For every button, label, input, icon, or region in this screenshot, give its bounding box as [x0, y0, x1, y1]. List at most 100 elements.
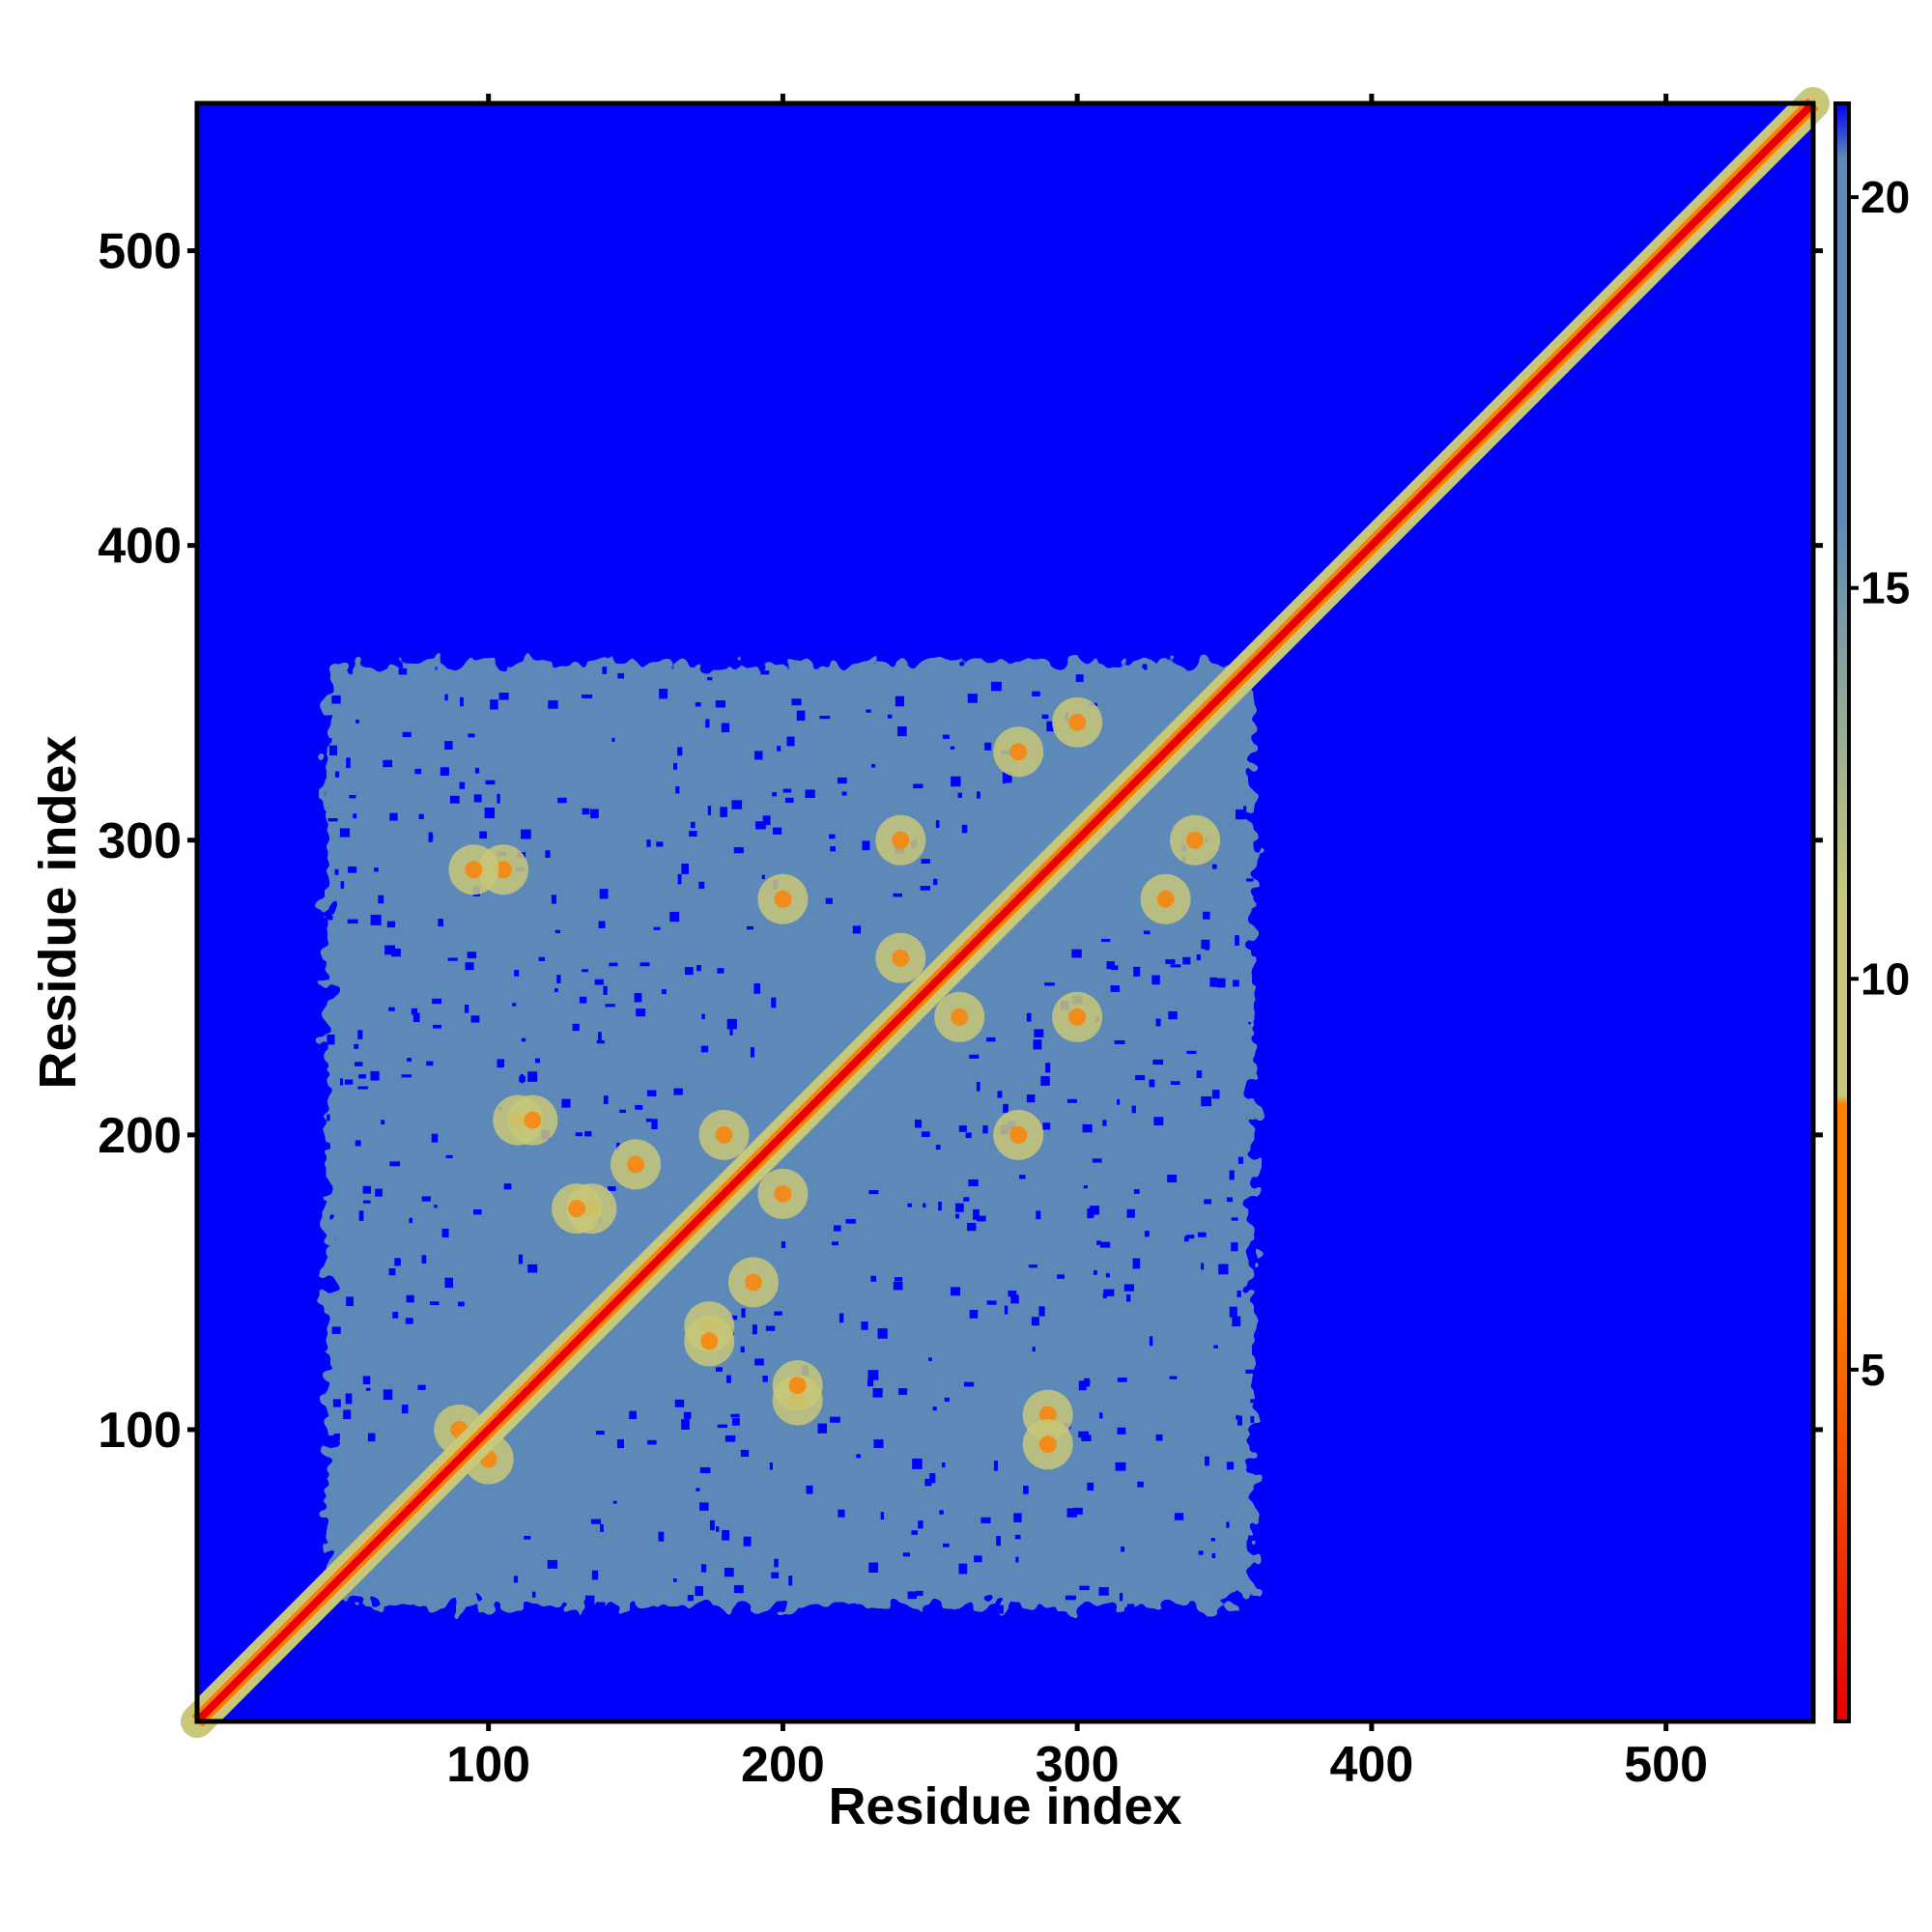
domain-gap [677, 747, 683, 756]
domain-gap [1036, 1210, 1041, 1220]
domain-gap [441, 1228, 449, 1237]
domain-gap [707, 676, 713, 681]
domain-gap [961, 824, 968, 834]
contact-core [1068, 1008, 1087, 1026]
domain-gap [1226, 1462, 1235, 1470]
domain-gap [409, 1217, 413, 1224]
domain-gap [514, 970, 520, 977]
domain-gap [753, 982, 761, 994]
domain-gap [440, 767, 449, 776]
domain-gap [1155, 1018, 1161, 1027]
domain-gap [1133, 1189, 1140, 1194]
domain-gap [444, 1277, 454, 1289]
domain-gap [963, 1197, 970, 1202]
y-axis-title: Residue index [29, 735, 87, 1089]
domain-gap [1204, 1199, 1212, 1205]
domain-gap [942, 734, 950, 739]
domain-gap [1098, 1586, 1109, 1596]
domain-gap [470, 1015, 480, 1023]
domain-gap [344, 1079, 354, 1085]
domain-gap [958, 1563, 968, 1575]
domain-gap [327, 818, 338, 822]
domain-gap [347, 919, 358, 924]
contact-core [700, 1332, 719, 1350]
domain-gap [355, 1140, 361, 1147]
domain-gap [950, 1287, 961, 1296]
domain-gap [354, 1043, 359, 1049]
domain-gap [1151, 975, 1160, 985]
domain-gap [1032, 691, 1040, 696]
contact-core [524, 1111, 542, 1129]
domain-gap [590, 809, 599, 819]
domain-gap [355, 1062, 363, 1066]
domain-gap [774, 1558, 779, 1568]
domain-gap [1167, 1175, 1178, 1183]
domain-gap [473, 1208, 482, 1215]
domain-gap [733, 847, 744, 854]
domain-gap [907, 1203, 913, 1208]
plot-frame [194, 100, 1816, 1724]
domain-gap [677, 873, 682, 885]
domain-gap [850, 1603, 857, 1614]
domain-gap [611, 737, 615, 742]
domain-gap [646, 1090, 657, 1096]
domain-gap [1117, 1098, 1121, 1105]
domain-gap [353, 813, 357, 819]
domain-gap [1121, 1546, 1125, 1552]
domain-gap [894, 1277, 903, 1282]
domain-gap [730, 1413, 740, 1418]
domain-gap [912, 1458, 923, 1469]
domain-gap [935, 1144, 941, 1151]
domain-gap [805, 789, 815, 798]
colorbar-tick-label: 15 [1861, 563, 1910, 613]
domain-gap [913, 783, 923, 789]
domain-gap [1041, 714, 1049, 720]
domain-gap [1248, 1535, 1255, 1542]
domain-gap [1004, 1305, 1009, 1315]
domain-gap [717, 1424, 727, 1429]
domain-gap [687, 1595, 694, 1602]
domain-gap [512, 1003, 517, 1007]
domain-gap [806, 1485, 813, 1494]
domain-gap [754, 1358, 764, 1366]
domain-gap [346, 757, 351, 769]
contact-core [892, 949, 910, 967]
domain-gap [933, 878, 938, 886]
domain-gap [788, 1576, 793, 1586]
domain-gap [722, 1529, 730, 1541]
domain-gap [1236, 809, 1245, 820]
domain-gap [777, 746, 781, 752]
domain-gap [944, 1397, 950, 1402]
domain-gap [902, 1552, 910, 1557]
domain-gap [729, 1027, 733, 1036]
domain-gap [939, 1510, 944, 1515]
domain-gap [411, 1008, 418, 1015]
domain-gap [986, 1037, 996, 1042]
domain-gap [527, 1071, 538, 1082]
domain-gap [968, 1179, 979, 1187]
domain-gap [681, 1419, 690, 1430]
domain-gap [331, 1326, 341, 1334]
domain-gap [1123, 1284, 1134, 1292]
domain-gap [841, 791, 847, 796]
domain-gap [582, 694, 592, 698]
contact-core [1068, 713, 1087, 731]
domain-gap [467, 952, 477, 959]
domain-gap [551, 895, 557, 904]
domain-gap [877, 1328, 888, 1339]
domain-gap [845, 1218, 856, 1224]
domain-gap [1196, 1070, 1203, 1078]
domain-gap [609, 962, 618, 967]
domain-gap [951, 776, 961, 787]
domain-gap [772, 792, 777, 797]
domain-gap [661, 989, 667, 995]
domain-gap [358, 1074, 366, 1079]
domain-gap [1003, 1103, 1009, 1113]
domain-gap [607, 1186, 616, 1191]
domain-gap [867, 1370, 879, 1380]
domain-gap [485, 780, 496, 785]
domain-gap [1102, 1120, 1107, 1126]
domain-gap [873, 1439, 884, 1448]
domain-gap [582, 969, 588, 973]
domain-gap [786, 736, 795, 747]
